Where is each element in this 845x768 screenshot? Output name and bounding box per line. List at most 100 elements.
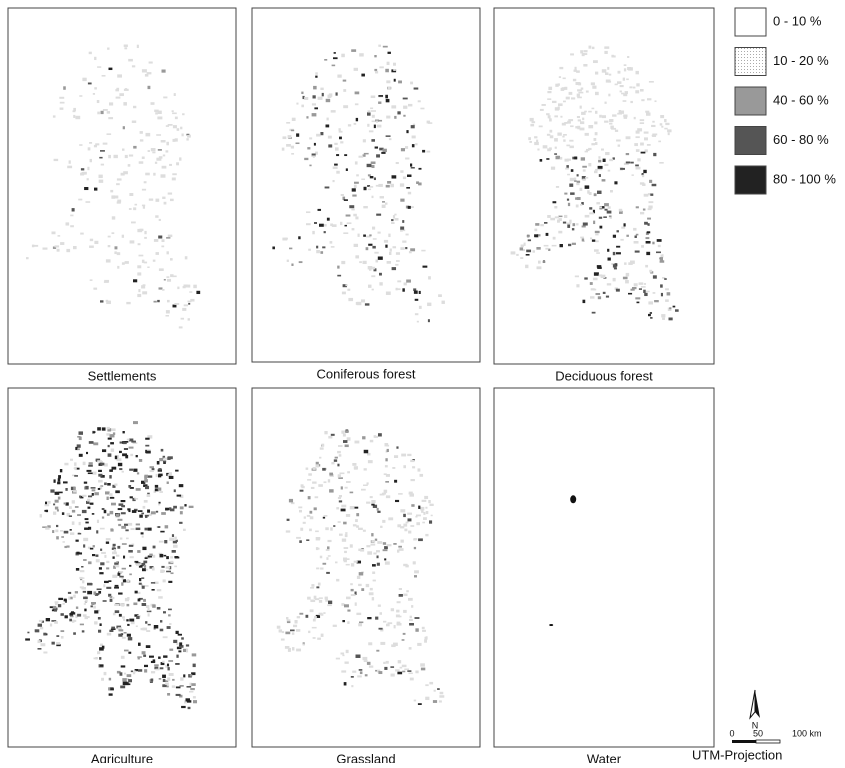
map-speckle bbox=[154, 664, 159, 666]
map-speckle bbox=[301, 105, 304, 108]
map-speckle bbox=[346, 650, 349, 653]
map-speckle bbox=[652, 121, 654, 123]
map-speckle bbox=[136, 455, 138, 457]
map-speckle bbox=[404, 669, 409, 671]
map-speckle bbox=[310, 609, 314, 612]
map-speckle bbox=[594, 138, 597, 141]
map-speckle bbox=[107, 111, 110, 114]
map-speckle bbox=[626, 273, 629, 276]
map-speckle bbox=[151, 511, 156, 514]
map-speckle bbox=[170, 258, 173, 260]
map-speckle bbox=[172, 550, 176, 553]
map-speckle bbox=[154, 301, 157, 303]
map-speckle bbox=[646, 237, 650, 239]
map-speckle bbox=[173, 125, 177, 128]
map-speckle bbox=[145, 621, 147, 624]
map-speckle bbox=[291, 146, 294, 149]
map-speckle bbox=[336, 579, 339, 582]
map-speckle bbox=[108, 117, 113, 119]
map-speckle bbox=[320, 447, 324, 449]
map-speckle bbox=[388, 52, 391, 54]
map-speckle bbox=[92, 472, 96, 475]
map-speckle bbox=[596, 252, 600, 254]
map-speckle bbox=[172, 113, 177, 115]
map-speckle bbox=[367, 662, 371, 665]
map-speckle bbox=[54, 159, 59, 161]
map-speckle bbox=[296, 133, 299, 136]
map-speckle bbox=[649, 201, 654, 203]
map-speckle bbox=[635, 90, 639, 93]
map-speckle bbox=[93, 545, 95, 547]
map-speckle bbox=[66, 222, 70, 225]
map-speckle bbox=[607, 67, 609, 70]
map-speckle bbox=[83, 538, 88, 541]
map-speckle bbox=[156, 134, 161, 136]
map-speckle bbox=[599, 115, 602, 118]
map-speckle bbox=[93, 442, 98, 445]
map-speckle bbox=[408, 598, 413, 601]
map-speckle bbox=[605, 72, 608, 75]
map-speckle bbox=[580, 121, 584, 124]
legend-swatch bbox=[735, 127, 766, 155]
map-speckle bbox=[312, 627, 317, 629]
map-speckle bbox=[369, 592, 374, 595]
map-speckle bbox=[609, 74, 611, 76]
map-speckle bbox=[387, 62, 390, 65]
map-speckle bbox=[157, 607, 161, 610]
map-speckle bbox=[94, 610, 98, 613]
map-speckle bbox=[133, 603, 137, 606]
map-speckle bbox=[406, 234, 409, 236]
map-speckle bbox=[296, 103, 298, 105]
map-speckle bbox=[172, 679, 174, 681]
map-speckle bbox=[637, 128, 642, 131]
map-speckle bbox=[550, 130, 553, 133]
map-speckle bbox=[34, 245, 38, 247]
map-speckle bbox=[54, 479, 56, 482]
map-speckle bbox=[310, 511, 313, 514]
map-speckle bbox=[549, 118, 552, 121]
map-speckle bbox=[169, 164, 172, 166]
map-speckle bbox=[420, 108, 424, 110]
map-speckle bbox=[358, 234, 360, 237]
map-speckle bbox=[97, 112, 100, 115]
map-speckle bbox=[607, 283, 611, 285]
map-speckle bbox=[146, 630, 150, 632]
map-speckle bbox=[320, 251, 323, 254]
map-speckle bbox=[358, 528, 363, 530]
map-speckle bbox=[397, 111, 400, 114]
map-speckle bbox=[176, 687, 181, 689]
map-speckle bbox=[325, 527, 329, 530]
map-speckle bbox=[592, 86, 596, 89]
map-speckle bbox=[76, 568, 79, 571]
map-speckle bbox=[661, 126, 663, 128]
map-speckle bbox=[127, 597, 129, 600]
map-speckle bbox=[371, 96, 376, 99]
map-speckle bbox=[94, 658, 98, 660]
map-speckle bbox=[99, 157, 102, 159]
map-speckle bbox=[434, 690, 436, 692]
map-speckle bbox=[38, 640, 41, 643]
map-speckle bbox=[110, 434, 112, 437]
map-speckle bbox=[593, 60, 598, 63]
map-speckle bbox=[110, 528, 113, 530]
map-speckle bbox=[87, 499, 90, 502]
map-speckle bbox=[388, 622, 393, 624]
map-speckle bbox=[97, 520, 99, 523]
map-speckle bbox=[641, 99, 644, 101]
map-speckle bbox=[107, 633, 111, 636]
map-speckle bbox=[320, 568, 323, 570]
map-speckle bbox=[620, 85, 624, 87]
map-speckle bbox=[658, 245, 661, 247]
map-speckle bbox=[365, 674, 368, 676]
map-speckle bbox=[343, 522, 346, 525]
map-speckle bbox=[74, 475, 78, 477]
map-speckle bbox=[428, 276, 431, 279]
map-speckle bbox=[544, 245, 549, 247]
map-speckle bbox=[339, 500, 342, 502]
map-speckle bbox=[439, 695, 444, 698]
map-speckle bbox=[335, 562, 337, 564]
map-speckle bbox=[394, 625, 396, 628]
map-speckle bbox=[359, 669, 363, 671]
map-speckle bbox=[358, 623, 362, 626]
map-speckle bbox=[624, 223, 626, 226]
